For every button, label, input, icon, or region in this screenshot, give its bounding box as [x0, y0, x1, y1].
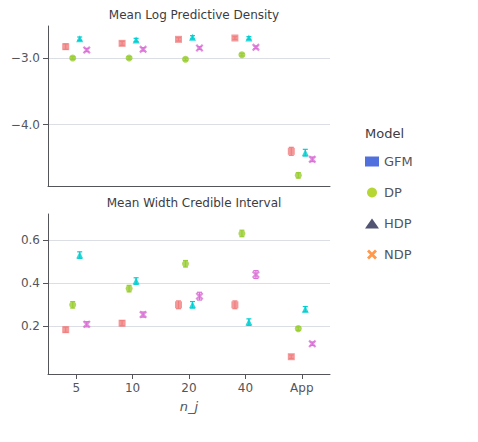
svg-text:Mean Log Predictive Density: Mean Log Predictive Density — [109, 8, 279, 22]
svg-text:0.4: 0.4 — [21, 276, 40, 290]
svg-text:−4.0: −4.0 — [11, 118, 40, 132]
svg-text:NDP: NDP — [384, 247, 412, 262]
svg-text:20: 20 — [181, 381, 196, 395]
svg-text:n_j: n_j — [180, 399, 199, 414]
svg-text:App: App — [290, 381, 313, 395]
svg-text:Model: Model — [365, 126, 404, 141]
svg-text:−3.0: −3.0 — [11, 51, 40, 65]
svg-text:5: 5 — [72, 381, 80, 395]
svg-text:0.2: 0.2 — [21, 319, 40, 333]
svg-text:10: 10 — [125, 381, 140, 395]
svg-text:DP: DP — [384, 185, 402, 200]
svg-text:0.6: 0.6 — [21, 233, 40, 247]
svg-text:Mean Width Credible Interval: Mean Width Credible Interval — [107, 196, 282, 210]
svg-text:40: 40 — [238, 381, 253, 395]
svg-text:GFM: GFM — [384, 154, 413, 169]
svg-text:HDP: HDP — [384, 216, 412, 231]
